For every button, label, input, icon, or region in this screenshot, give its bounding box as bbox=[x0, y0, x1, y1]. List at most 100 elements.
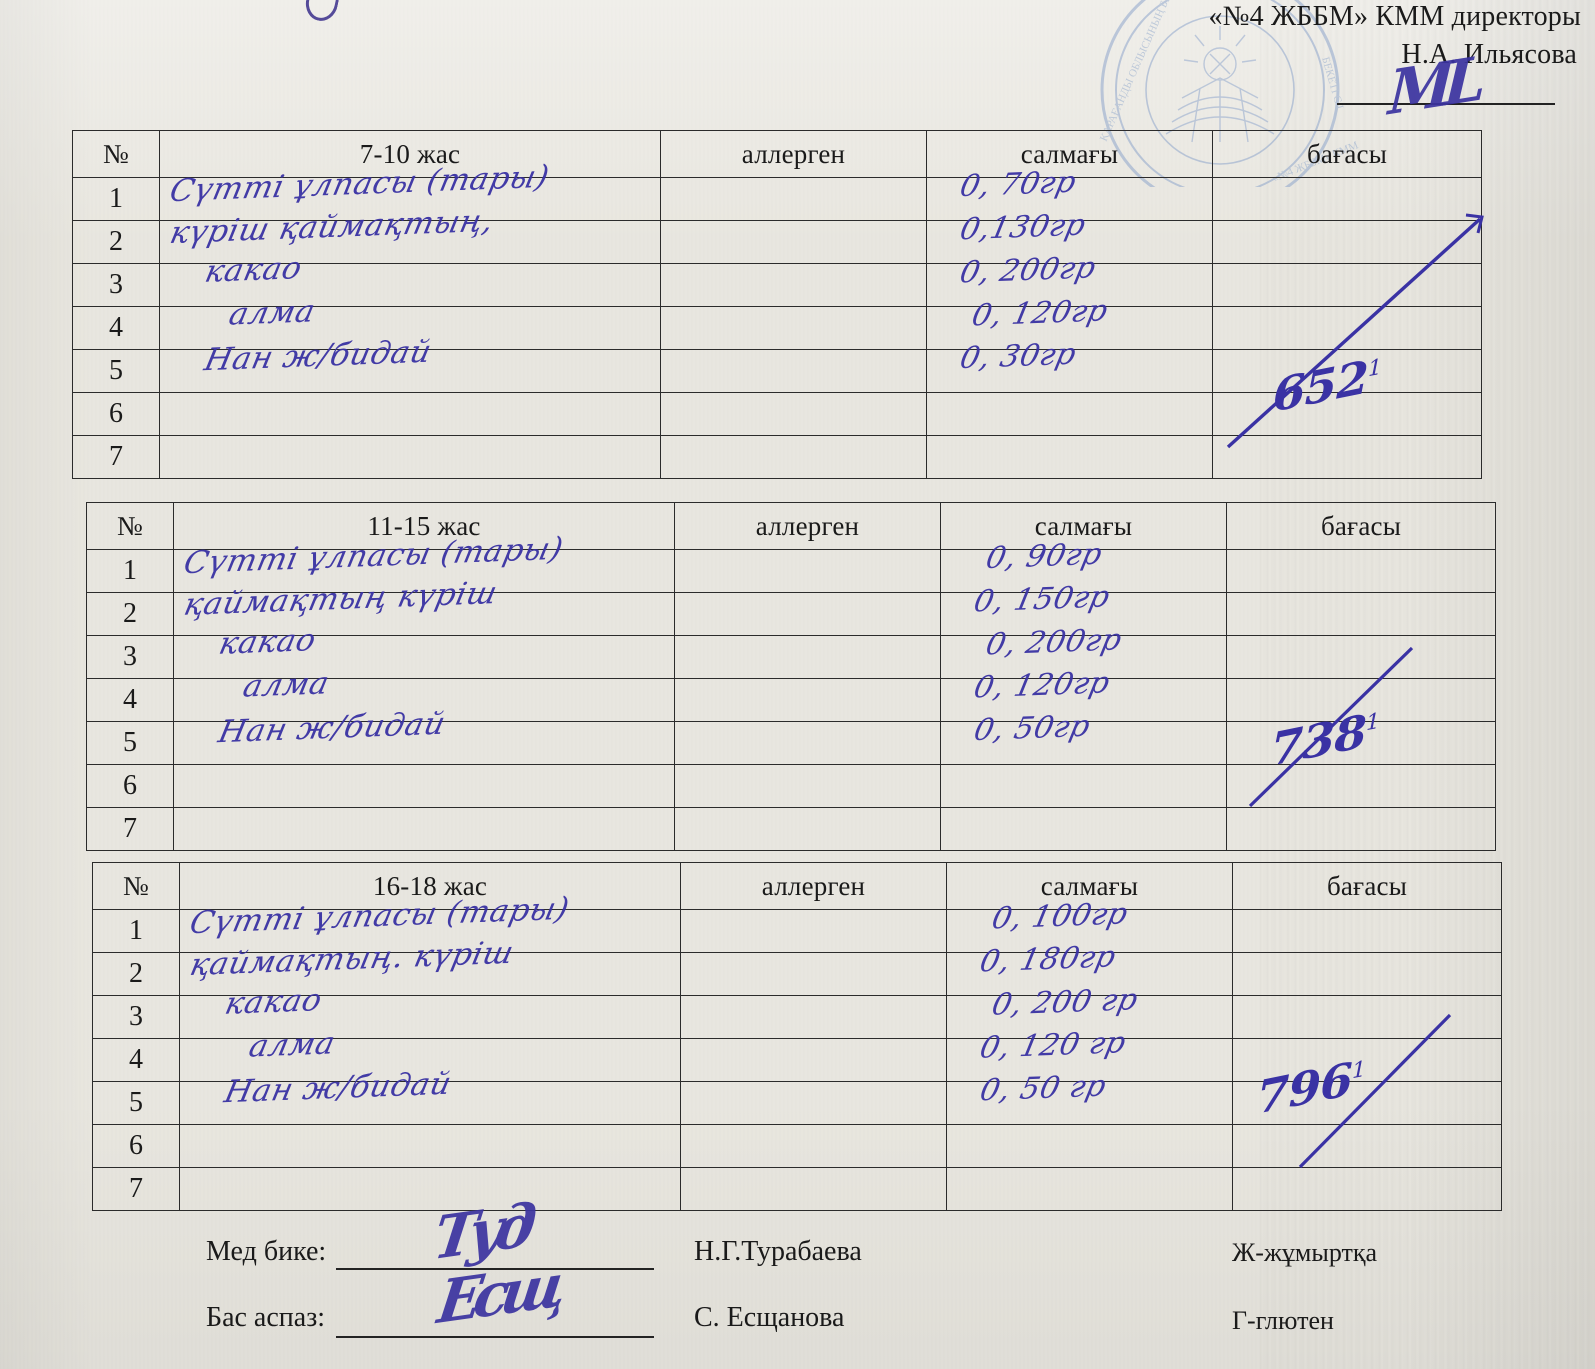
total-sup: 1 bbox=[1351, 1057, 1366, 1085]
handwritten-dish-name: Нан ж/бидай bbox=[201, 333, 435, 379]
cell-weight: 0, 180гр bbox=[946, 939, 1233, 996]
cell-dish-name: какао bbox=[159, 250, 661, 307]
cell-weight bbox=[946, 1124, 1233, 1168]
cell-price bbox=[1226, 592, 1496, 636]
col-header-allergen: аллерген bbox=[660, 130, 927, 178]
row-number: 7 bbox=[92, 1167, 180, 1211]
row-number: 2 bbox=[86, 592, 174, 636]
cell-allergen bbox=[680, 952, 947, 996]
cell-allergen bbox=[674, 721, 941, 765]
cell-weight: 0, 120гр bbox=[940, 665, 1227, 722]
cell-price bbox=[1226, 549, 1496, 593]
table-row: 3 какао 0, 200гр bbox=[86, 622, 1496, 679]
table-row: 7 bbox=[92, 1167, 1502, 1211]
cell-price bbox=[1232, 909, 1502, 953]
cell-allergen bbox=[660, 349, 927, 393]
total-sup: 1 bbox=[1367, 355, 1382, 383]
col-header-weight: салмағы bbox=[946, 862, 1233, 910]
table-body: 1 Сүтті ұлпасы (тары) 0, 100гр 2 қаймақтың. … bbox=[92, 891, 1502, 1211]
row-number: 3 bbox=[72, 263, 160, 307]
table-row: 3 какао 0, 200 гр bbox=[92, 982, 1502, 1039]
handwritten-weight: 0, 180гр bbox=[976, 939, 1120, 980]
cell-allergen bbox=[674, 678, 941, 722]
footer-row-chef: Бас аспаз: Есщ С. Есщанова Г-глютен bbox=[0, 1251, 1595, 1338]
col-header-num: № bbox=[86, 502, 174, 550]
table-row: 6 bbox=[72, 392, 1482, 436]
handwritten-weight: 0, 120гр bbox=[970, 665, 1114, 706]
cell-allergen bbox=[660, 435, 927, 479]
cell-weight: 0, 200 гр bbox=[946, 982, 1233, 1039]
cell-price bbox=[1232, 1124, 1502, 1168]
row-number: 6 bbox=[72, 392, 160, 436]
table-body: 1 Сүтті ұлпасы (тары) 0, 90гр 2 қаймақтың кү… bbox=[86, 531, 1496, 851]
col-header-allergen: аллерген bbox=[674, 502, 941, 550]
cell-allergen bbox=[660, 392, 927, 436]
director-signature-line bbox=[1337, 103, 1555, 105]
col-header-price: бағасы bbox=[1212, 130, 1482, 178]
handwritten-dish-name: Нан ж/бидай bbox=[215, 705, 449, 751]
cell-weight bbox=[926, 392, 1213, 436]
row-number: 1 bbox=[86, 549, 174, 593]
cell-dish-name: Нан ж/бидай bbox=[159, 334, 661, 393]
col-header-age: 11-15 жас bbox=[173, 502, 675, 550]
handwritten-weight: 0, 30гр bbox=[956, 336, 1080, 377]
cell-weight: 0, 200гр bbox=[940, 622, 1227, 679]
chef-label: Бас аспаз: bbox=[206, 1302, 326, 1333]
nurse-signature-line bbox=[336, 1268, 654, 1270]
cell-allergen bbox=[660, 263, 927, 307]
table-row: 4 алма 0, 120 гр bbox=[92, 1025, 1502, 1082]
cell-weight: 0, 120 гр bbox=[946, 1025, 1233, 1082]
row-number: 4 bbox=[92, 1038, 180, 1082]
row-number: 1 bbox=[92, 909, 180, 953]
cell-dish-name bbox=[159, 392, 661, 436]
col-header-price: бағасы bbox=[1226, 502, 1496, 550]
col-header-price: бағасы bbox=[1232, 862, 1502, 910]
table-header-row: № 11-15 жас аллерген салмағы бағасы bbox=[86, 502, 1496, 550]
cell-price bbox=[1226, 764, 1496, 808]
row-number: 2 bbox=[72, 220, 160, 264]
total-sup: 1 bbox=[1365, 709, 1380, 737]
cell-allergen bbox=[660, 220, 927, 264]
cell-weight: 0,130гр bbox=[926, 208, 1213, 264]
table-body: 1 Сүтті ұлпасы (тары) 0, 70гр 2 күріш қаймақ… bbox=[72, 159, 1482, 479]
cell-price bbox=[1212, 177, 1482, 221]
handwritten-weight: 0, 100гр bbox=[988, 896, 1132, 937]
table-row: 2 қаймақтың. күріш 0, 180гр bbox=[92, 935, 1502, 996]
cell-price bbox=[1226, 635, 1496, 679]
cell-allergen bbox=[674, 549, 941, 593]
row-number: 7 bbox=[86, 807, 174, 851]
row-number: 1 bbox=[72, 177, 160, 221]
cell-allergen bbox=[680, 1124, 947, 1168]
cell-weight: 0, 90гр bbox=[940, 537, 1227, 593]
header-org-line: «№4 ЖББМ» КММ директоры bbox=[1208, 1, 1581, 32]
legend-egg: Ж-жұмыртқа bbox=[1232, 1238, 1378, 1267]
col-header-num: № bbox=[92, 862, 180, 910]
cell-weight: 0, 100гр bbox=[946, 896, 1233, 953]
col-header-num: № bbox=[72, 130, 160, 178]
cell-price bbox=[1212, 306, 1482, 350]
row-number: 6 bbox=[86, 764, 174, 808]
cell-dish-name bbox=[179, 1167, 681, 1211]
cell-dish-name bbox=[179, 1124, 681, 1168]
handwritten-weight: 0, 50гр bbox=[970, 708, 1094, 749]
cell-allergen bbox=[680, 995, 947, 1039]
cell-allergen bbox=[680, 1081, 947, 1125]
table-row: 7 bbox=[86, 807, 1496, 851]
handwritten-dish-name: какао bbox=[215, 622, 320, 662]
footer-row-nurse: Мед бике: Туд Н.Г.Турабаева Ж-жұмыртқа bbox=[0, 1190, 1595, 1273]
menu-table-11-15: № 11-15 жас аллерген салмағы бағасы 1 Сүт… bbox=[86, 502, 1496, 851]
handwritten-dish-name: Нан ж/бидай bbox=[221, 1065, 455, 1111]
row-number: 4 bbox=[86, 678, 174, 722]
cell-allergen bbox=[674, 807, 941, 851]
cell-dish-name bbox=[173, 807, 675, 851]
row-number: 3 bbox=[86, 635, 174, 679]
cell-dish-name: алма bbox=[179, 1025, 681, 1082]
cell-weight bbox=[940, 807, 1227, 851]
row-number: 5 bbox=[86, 721, 174, 765]
row-number: 3 bbox=[92, 995, 180, 1039]
cell-allergen bbox=[680, 1038, 947, 1082]
cell-price bbox=[1226, 807, 1496, 851]
handwritten-weight: 0, 120гр bbox=[968, 293, 1112, 334]
nurse-name: Н.Г.Турабаева bbox=[694, 1236, 862, 1267]
cell-allergen bbox=[674, 592, 941, 636]
